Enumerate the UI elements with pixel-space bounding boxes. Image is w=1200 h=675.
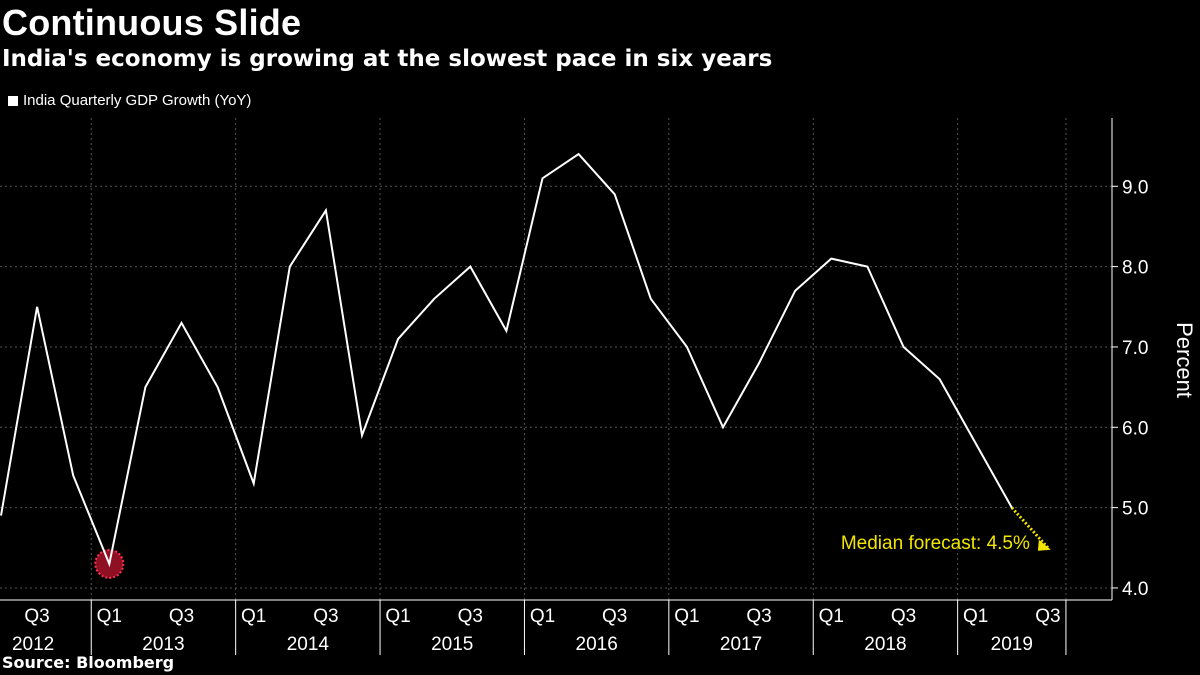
y-tick-label: 9.0 <box>1122 177 1148 198</box>
x-tick-label: Q1 <box>241 606 266 627</box>
chart-subtitle: India's economy is growing at the slowes… <box>2 46 773 72</box>
x-tick-label: Q1 <box>674 606 699 627</box>
x-year-label: 2013 <box>142 634 184 655</box>
x-year-label: 2015 <box>431 634 473 655</box>
x-tick-label: Q1 <box>385 606 410 627</box>
legend-swatch <box>8 95 18 106</box>
x-tick-label: Q3 <box>746 606 771 627</box>
x-year-label: 2018 <box>864 634 906 655</box>
x-tick-label: Q3 <box>24 606 49 627</box>
legend: India Quarterly GDP Growth (YoY) <box>8 92 251 109</box>
x-tick-label: Q3 <box>602 606 627 627</box>
x-tick-label: Q3 <box>1035 606 1060 627</box>
y-tick-label: 4.0 <box>1122 579 1148 600</box>
x-tick-label: Q1 <box>97 606 122 627</box>
chart-title: Continuous Slide <box>2 2 302 43</box>
forecast-annotation: Median forecast: 4.5% <box>841 533 1030 554</box>
y-axis-label: Percent <box>1172 322 1197 398</box>
x-tick-label: Q1 <box>819 606 844 627</box>
x-tick-label: Q1 <box>963 606 988 627</box>
x-year-label: 2012 <box>12 634 54 655</box>
series-line-gdp-growth <box>0 152 1013 568</box>
y-tick-label: 6.0 <box>1122 418 1148 439</box>
y-tick-label: 5.0 <box>1122 499 1148 520</box>
x-tick-label: Q1 <box>530 606 555 627</box>
y-tick-label: 7.0 <box>1122 338 1148 359</box>
x-tick-label: Q3 <box>891 606 916 627</box>
y-tick-label: 8.0 <box>1122 258 1148 279</box>
x-year-label: 2016 <box>576 634 618 655</box>
legend-label: India Quarterly GDP Growth (YoY) <box>23 92 252 109</box>
source-note: Source: Bloomberg <box>2 653 175 672</box>
x-tick-label: Q3 <box>458 606 483 627</box>
forecast-arrowhead <box>1037 539 1051 551</box>
x-year-label: 2014 <box>287 634 330 655</box>
x-tick-label: Q3 <box>169 606 194 627</box>
x-year-label: 2017 <box>720 634 762 655</box>
forecast-line <box>1010 506 1050 549</box>
x-tick-label: Q3 <box>313 606 338 627</box>
x-year-label: 2019 <box>991 634 1033 655</box>
